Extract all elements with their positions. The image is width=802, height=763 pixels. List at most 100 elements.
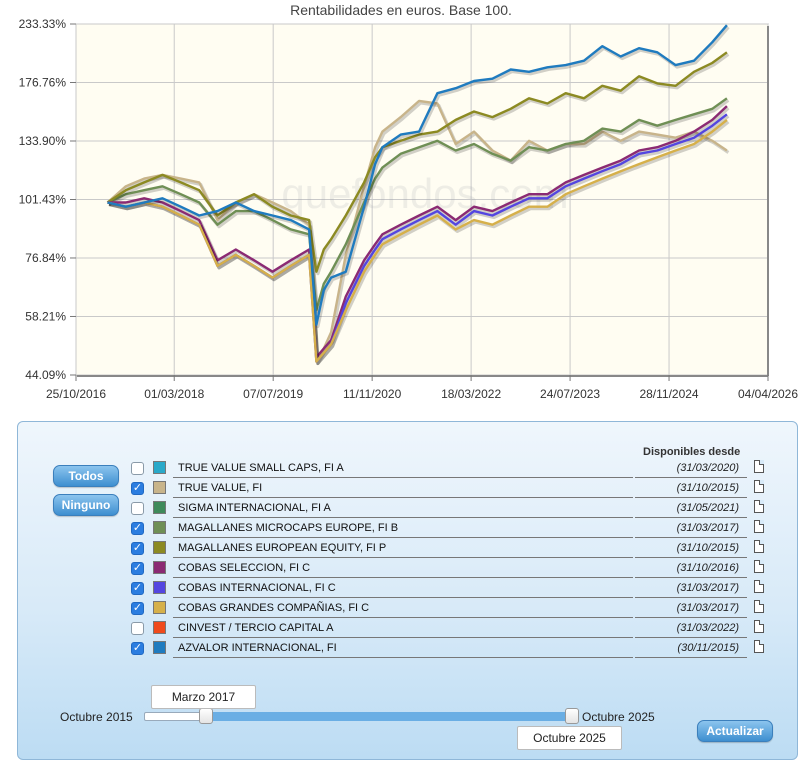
y-tick-label: 133.90% [19, 134, 67, 148]
document-icon[interactable] [754, 540, 764, 553]
fund-row: ✓ COBAS SELECCION, FI C (31/10/2016) [128, 559, 768, 579]
document-icon[interactable] [754, 460, 764, 473]
fund-name: COBAS GRANDES COMPAÑIAS, FI C [173, 599, 633, 618]
fund-available-date: (31/05/2021) [635, 499, 747, 518]
document-icon[interactable] [754, 500, 764, 513]
x-tick-label: 04/04/2026 [738, 387, 798, 400]
fund-selection-panel: Todos Ninguno Disponibles desde TRUE VAL… [17, 421, 798, 760]
y-tick-label: 44.09% [25, 368, 66, 382]
range-min-label: Octubre 2015 [60, 710, 133, 724]
select-all-button[interactable]: Todos [53, 465, 119, 487]
x-tick-label: 11/11/2020 [343, 387, 402, 400]
series-line [107, 97, 728, 312]
date-range-selected [206, 712, 572, 721]
fund-checkbox[interactable]: ✓ [131, 602, 144, 615]
chart-area: quefondos.com 233.33% 176.76% 133.90% 101.4… [19, 17, 799, 400]
fund-color-swatch [153, 501, 166, 514]
fund-checkbox[interactable]: ✓ [131, 522, 144, 535]
series-line [107, 118, 728, 363]
fund-name: MAGALLANES EUROPEAN EQUITY, FI P [173, 539, 633, 558]
fund-row: ✓ MAGALLANES MICROCAPS EUROPE, FI B (31/03… [128, 519, 768, 539]
fund-checkbox[interactable] [131, 622, 144, 635]
fund-available-date: (31/10/2015) [635, 539, 747, 558]
fund-color-swatch [153, 561, 166, 574]
x-tick-label: 25/10/2016 [46, 387, 106, 400]
range-start-handle[interactable] [199, 708, 214, 724]
series-line [107, 24, 728, 326]
fund-color-swatch [153, 541, 166, 554]
fund-checkbox[interactable]: ✓ [131, 642, 144, 655]
y-tick-label: 58.21% [25, 309, 66, 323]
range-end-handle[interactable] [565, 708, 579, 724]
fund-available-date: (31/10/2015) [635, 479, 747, 498]
series-line [107, 105, 728, 359]
fund-row: ✓ COBAS GRANDES COMPAÑIAS, FI C (31/03/201… [128, 599, 768, 619]
watermark: quefondos.com [281, 170, 568, 217]
fund-name: AZVALOR INTERNACIONAL, FI [173, 639, 633, 658]
fund-checkbox[interactable]: ✓ [131, 542, 144, 555]
fund-color-swatch [153, 601, 166, 614]
series-line [106, 99, 728, 363]
series-line-shadow [108, 115, 730, 366]
fund-available-date: (31/03/2022) [635, 619, 747, 638]
fund-name: TRUE VALUE SMALL CAPS, FI A [173, 459, 633, 478]
range-end-tooltip: Octubre 2025 [517, 726, 622, 750]
fund-available-date: (31/10/2016) [635, 559, 747, 578]
fund-available-date: (31/03/2017) [635, 579, 747, 598]
fund-checkbox[interactable] [131, 462, 144, 475]
fund-row: ✓ TRUE VALUE, FI (31/10/2015) [128, 479, 768, 499]
fund-available-date: (31/03/2017) [635, 599, 747, 618]
y-tick-label: 101.43% [19, 192, 67, 206]
update-button[interactable]: Actualizar [697, 720, 773, 742]
x-tick-label: 18/03/2022 [441, 387, 501, 400]
y-tick-label: 76.84% [25, 251, 66, 265]
fund-checkbox[interactable]: ✓ [131, 482, 144, 495]
fund-name: SIGMA INTERNACIONAL, FI A [173, 499, 633, 518]
select-none-button[interactable]: Ninguno [53, 494, 119, 516]
fund-checkbox[interactable] [131, 502, 144, 515]
series-line-shadow [108, 120, 730, 366]
document-icon[interactable] [754, 480, 764, 493]
fund-row: SIGMA INTERNACIONAL, FI A (31/05/2021) [128, 499, 768, 519]
fund-available-date: (30/11/2015) [635, 639, 747, 658]
fund-row: ✓ AZVALOR INTERNACIONAL, FI (30/11/2015) [128, 639, 768, 659]
fund-name: MAGALLANES MICROCAPS EUROPE, FI B [173, 519, 633, 538]
document-icon[interactable] [754, 640, 764, 653]
document-icon[interactable] [754, 520, 764, 533]
fund-name: CINVEST / TERCIO CAPITAL A [173, 619, 633, 638]
series-line-shadow [108, 53, 730, 276]
fund-name: COBAS SELECCION, FI C [173, 559, 633, 578]
fund-name: TRUE VALUE, FI [173, 479, 633, 498]
document-icon[interactable] [754, 600, 764, 613]
fund-color-swatch [153, 461, 166, 474]
fund-row: TRUE VALUE SMALL CAPS, FI A (31/03/2020) [128, 459, 768, 479]
document-icon[interactable] [754, 620, 764, 633]
x-tick-label: 01/03/2018 [144, 387, 204, 400]
fund-color-swatch [153, 641, 166, 654]
fund-name: COBAS INTERNACIONAL, FI C [173, 579, 633, 598]
fund-row: ✓ MAGALLANES EUROPEAN EQUITY, FI P (31/10/… [128, 539, 768, 559]
document-icon[interactable] [754, 560, 764, 573]
y-tick-label: 233.33% [19, 17, 67, 31]
fund-color-swatch [153, 521, 166, 534]
fund-checkbox[interactable]: ✓ [131, 582, 144, 595]
x-tick-label: 28/11/2024 [639, 387, 698, 400]
range-start-tooltip: Marzo 2017 [151, 685, 256, 709]
fund-color-swatch [153, 621, 166, 634]
chart-title: Rentabilidades en euros. Base 100. [290, 2, 512, 18]
document-icon[interactable] [754, 580, 764, 593]
range-max-label: Octubre 2025 [582, 710, 655, 724]
fund-color-swatch [153, 481, 166, 494]
fund-available-date: (31/03/2017) [635, 519, 747, 538]
x-tick-label: 24/07/2023 [540, 387, 600, 400]
fund-available-date: (31/03/2020) [635, 459, 747, 478]
fund-checkbox[interactable]: ✓ [131, 562, 144, 575]
fund-color-swatch [153, 581, 166, 594]
fund-row: ✓ COBAS INTERNACIONAL, FI C (31/03/2017) [128, 579, 768, 599]
x-tick-label: 07/07/2019 [243, 387, 303, 400]
fund-row: CINVEST / TERCIO CAPITAL A (31/03/2022) [128, 619, 768, 639]
available-since-header: Disponibles desde [643, 446, 741, 458]
series-line-shadow [108, 99, 730, 314]
series-line [106, 51, 728, 273]
y-tick-label: 176.76% [19, 75, 67, 89]
